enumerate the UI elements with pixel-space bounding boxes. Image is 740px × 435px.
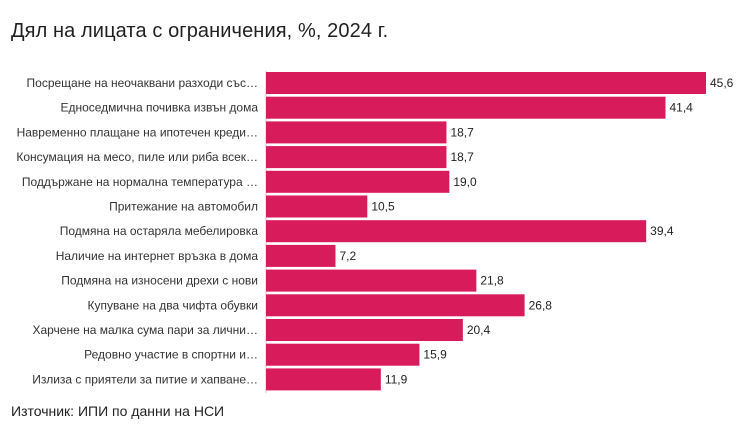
category-label: Консумация на месо, пиле или риба всек… bbox=[16, 150, 258, 164]
bar bbox=[266, 121, 447, 144]
bar bbox=[266, 343, 420, 366]
category-label: Излиза с приятели за питие и хапване… bbox=[32, 372, 258, 386]
value-labels: 45,6 41,4 18,7 18,7 19,0 10,5 39,4 7,2 21,8 26,8 2… bbox=[339, 76, 733, 386]
data-label: 20,4 bbox=[467, 323, 491, 337]
category-label: Купуване на два чифта обувки bbox=[88, 298, 258, 312]
data-label: 21,8 bbox=[480, 274, 504, 288]
bar bbox=[266, 368, 381, 391]
data-label: 15,9 bbox=[423, 348, 447, 362]
bar bbox=[266, 220, 647, 243]
bar bbox=[266, 72, 706, 94]
data-label: 19,0 bbox=[453, 175, 477, 189]
data-label: 45,6 bbox=[710, 76, 734, 90]
data-label: 41,4 bbox=[669, 101, 693, 115]
data-label: 39,4 bbox=[650, 224, 674, 238]
category-label: Посрещане на неочаквани разходи със… bbox=[27, 76, 258, 90]
chart-title: Дял на лицата с ограничения, %, 2024 г. bbox=[11, 20, 389, 42]
bar bbox=[266, 269, 477, 292]
data-label: 11,9 bbox=[385, 372, 408, 386]
category-label: Навременно плащане на ипотечен креди… bbox=[17, 125, 258, 139]
bar bbox=[266, 294, 525, 317]
bar bbox=[266, 146, 447, 169]
data-label: 7,2 bbox=[339, 249, 356, 263]
category-label: Притежание на автомобил bbox=[109, 200, 258, 214]
bar bbox=[266, 244, 336, 267]
category-label: Харчене на малка сума пари за лични… bbox=[32, 323, 258, 337]
data-label: 26,8 bbox=[529, 298, 553, 312]
category-label: Наличие на интернет връзка в дома bbox=[56, 249, 259, 263]
bar bbox=[266, 319, 463, 341]
source-note: Източник: ИПИ по данни на НСИ bbox=[11, 403, 225, 419]
category-labels: Посрещане на неочаквани разходи със… Едно… bbox=[16, 76, 258, 386]
bars bbox=[266, 72, 706, 391]
bar bbox=[266, 170, 450, 193]
bar bbox=[266, 96, 666, 119]
category-label: Едноседмична почивка извън дома bbox=[60, 101, 258, 115]
data-label: 10,5 bbox=[371, 200, 395, 214]
category-label: Подмяна на износени дрехи с нови bbox=[61, 274, 258, 288]
data-label: 18,7 bbox=[450, 150, 474, 164]
category-label: Редовно участие в спортни и… bbox=[84, 348, 258, 362]
data-label: 18,7 bbox=[450, 125, 474, 139]
bar bbox=[266, 195, 368, 218]
category-label: Подмяна на остаряла мебелировка bbox=[60, 224, 259, 238]
category-label: Поддържане на нормална температура … bbox=[22, 175, 258, 189]
